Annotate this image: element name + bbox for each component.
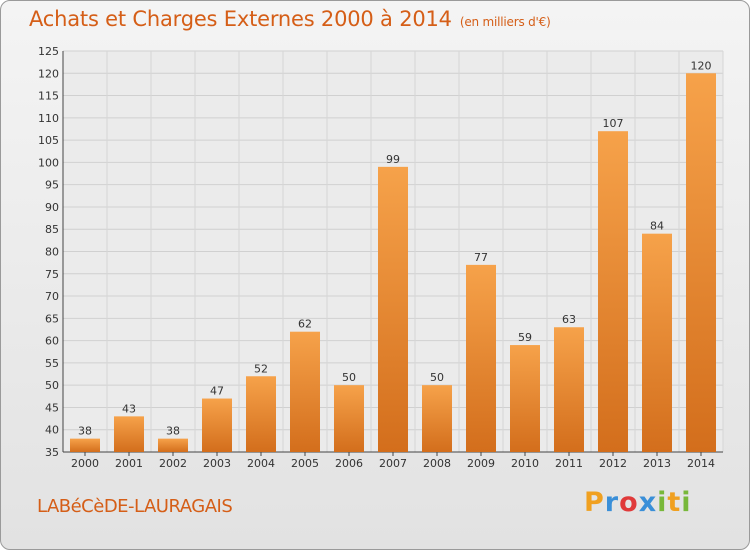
chart-unit-note: (en milliers d'€)	[459, 15, 551, 29]
bar-value-label: 99	[386, 153, 400, 166]
y-tick-label: 70	[45, 290, 59, 303]
logo-letter: x	[638, 487, 658, 518]
y-tick-label: 65	[45, 312, 59, 325]
y-tick-label: 85	[45, 223, 59, 236]
bar-value-label: 107	[603, 117, 624, 130]
bar-value-label: 38	[166, 425, 180, 438]
bar	[422, 385, 452, 452]
bar	[686, 73, 716, 453]
bar-value-label: 62	[298, 318, 312, 331]
bar-value-label: 50	[430, 371, 444, 384]
bar-value-label: 120	[691, 59, 712, 72]
chart-title: Achats et Charges Externes 2000 à 2014 (e…	[29, 7, 551, 31]
bar	[598, 131, 628, 452]
x-tick-label: 2002	[159, 457, 187, 470]
y-tick-label: 40	[45, 424, 59, 437]
x-tick-label: 2012	[599, 457, 627, 470]
y-tick-label: 55	[45, 357, 59, 370]
bar-value-label: 52	[254, 362, 268, 375]
x-tick-label: 2008	[423, 457, 451, 470]
logo-letter: P	[584, 487, 605, 518]
logo-letter: t	[667, 487, 682, 518]
bar	[378, 166, 408, 452]
logo-letter: i	[681, 487, 692, 518]
x-tick-label: 2001	[115, 457, 143, 470]
commune-name: LABéCèDE-LAURAGAIS	[37, 496, 233, 517]
x-tick-label: 2007	[379, 457, 407, 470]
bar	[642, 233, 672, 452]
x-tick-label: 2011	[555, 457, 583, 470]
bar-value-label: 47	[210, 385, 224, 398]
y-tick-label: 75	[45, 268, 59, 281]
y-tick-label: 60	[45, 335, 59, 348]
x-tick-label: 2005	[291, 457, 319, 470]
y-tick-label: 50	[45, 379, 59, 392]
x-tick-label: 2000	[71, 457, 99, 470]
bar	[290, 331, 320, 452]
x-tick-label: 2006	[335, 457, 363, 470]
y-tick-label: 125	[38, 45, 59, 58]
proxiti-logo[interactable]: Proxiti	[584, 487, 692, 518]
x-tick-label: 2003	[203, 457, 231, 470]
bar	[246, 376, 276, 452]
x-tick-label: 2009	[467, 457, 495, 470]
y-tick-label: 105	[38, 134, 59, 147]
y-tick-label: 100	[38, 156, 59, 169]
bar	[510, 345, 540, 452]
bar	[334, 385, 364, 452]
bar	[114, 416, 144, 452]
logo-letter: i	[657, 487, 668, 518]
y-tick-label: 80	[45, 246, 59, 259]
y-tick-label: 35	[45, 446, 59, 459]
logo-letter: r	[604, 487, 620, 518]
x-tick-label: 2004	[247, 457, 275, 470]
chart-title-text: Achats et Charges Externes 2000 à 2014	[29, 7, 452, 31]
x-tick-label: 2010	[511, 457, 539, 470]
bar-value-label: 38	[78, 425, 92, 438]
bar-value-label: 50	[342, 371, 356, 384]
y-tick-label: 110	[38, 112, 59, 125]
y-tick-label: 120	[38, 67, 59, 80]
bar-value-label: 63	[562, 313, 576, 326]
y-tick-label: 95	[45, 179, 59, 192]
bar-value-label: 77	[474, 251, 488, 264]
x-tick-label: 2013	[643, 457, 671, 470]
bar	[202, 398, 232, 452]
bar-value-label: 43	[122, 402, 136, 415]
bar	[554, 327, 584, 452]
value-labels: 38 43 38 47 52 62 50 99 50 77 59 63 107 84 120	[78, 59, 712, 437]
bar	[158, 438, 188, 452]
bars	[70, 73, 716, 453]
x-tick-label: 2014	[687, 457, 715, 470]
axes: 35 40 45 50 55 60 65 70 75 80 85 90 95 100 105 110 115 12…	[38, 45, 723, 470]
y-tick-label: 45	[45, 401, 59, 414]
bar-value-label: 59	[518, 331, 532, 344]
y-tick-label: 115	[38, 90, 59, 103]
logo-letter: o	[619, 487, 639, 518]
bar	[466, 264, 496, 452]
bar-value-label: 84	[650, 220, 664, 233]
bar	[70, 438, 100, 452]
y-tick-label: 90	[45, 201, 59, 214]
